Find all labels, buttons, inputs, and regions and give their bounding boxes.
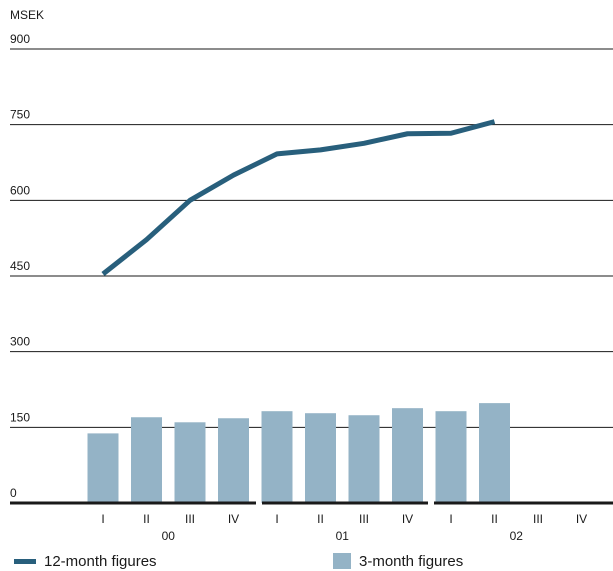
legend-label-12-month: 12-month figures <box>44 552 157 570</box>
x-tick-label-2: II <box>143 512 150 526</box>
bar-iii-3 <box>174 422 206 503</box>
y-tick-label-300: 300 <box>10 335 30 349</box>
x-tick-label-8: IV <box>402 512 413 526</box>
y-tick-label-900: 900 <box>10 32 30 46</box>
legend-label-3-month: 3-month figures <box>359 552 464 570</box>
bar-iii-7 <box>348 415 380 503</box>
x-tick-label-4: IV <box>228 512 239 526</box>
bar-ii-6 <box>305 413 336 503</box>
bar-i-9 <box>435 411 467 503</box>
x-tick-label-3: III <box>185 512 195 526</box>
x-tick-label-1: I <box>101 512 104 526</box>
line-12-month <box>101 119 496 276</box>
year-label-00: 00 <box>162 529 176 543</box>
line-series <box>101 119 496 276</box>
x-tick-label-10: II <box>491 512 498 526</box>
legend-3-month: 3-month figures <box>333 551 463 571</box>
year-labels: 00 01 02 <box>162 529 524 543</box>
bar-ii-10 <box>479 403 510 503</box>
y-tick-label-450: 450 <box>10 259 30 273</box>
bar-iv-4 <box>218 418 249 503</box>
bar-series <box>87 403 510 503</box>
y-tick-labels: 0 150 300 450 600 750 900 <box>10 32 30 500</box>
legend-bar-swatch <box>333 553 351 569</box>
x-tick-labels: I II III IV I II III IV I II III IV <box>101 512 587 526</box>
x-tick-label-5: I <box>275 512 278 526</box>
bar-i-1 <box>87 433 119 503</box>
y-tick-label-600: 600 <box>10 183 30 197</box>
legend-line-swatch <box>14 558 36 564</box>
y-tick-label-750: 750 <box>10 108 30 122</box>
y-tick-label-0: 0 <box>10 486 17 500</box>
bar-ii-2 <box>131 417 162 503</box>
bar-iv-8 <box>392 408 423 503</box>
gridlines <box>10 48 613 428</box>
x-tick-label-6: II <box>317 512 324 526</box>
y-tick-label-150: 150 <box>10 410 30 424</box>
y-axis-unit-label: MSEK <box>10 8 44 22</box>
x-tick-label-9: I <box>449 512 452 526</box>
x-tick-label-7: III <box>359 512 369 526</box>
x-tick-label-11: III <box>533 512 543 526</box>
year-label-01: 01 <box>336 529 350 543</box>
legend-12-month: 12-month figures <box>14 551 157 571</box>
year-label-02: 02 <box>510 529 524 543</box>
x-tick-label-12: IV <box>576 512 587 526</box>
bar-i-5 <box>261 411 293 503</box>
